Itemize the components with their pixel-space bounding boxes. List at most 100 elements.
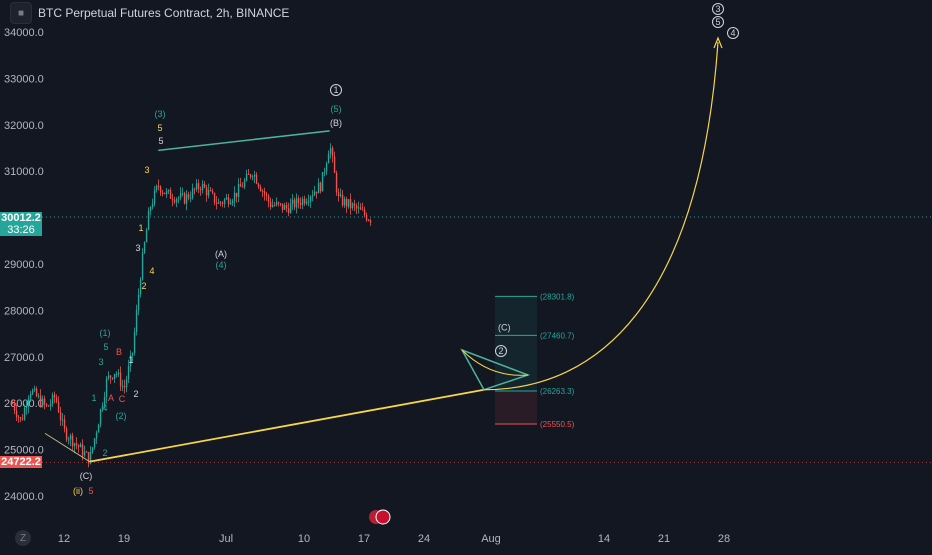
candle-body	[227, 197, 230, 205]
candle-body	[311, 195, 314, 197]
candle-body	[369, 220, 372, 223]
candle-body	[265, 194, 268, 196]
candle-body	[87, 452, 90, 464]
time-label: 17	[358, 533, 370, 545]
candle-body	[309, 196, 312, 202]
candle-body	[51, 394, 54, 404]
time-label: 21	[658, 533, 670, 545]
candle-body	[137, 294, 140, 311]
candle-body	[177, 197, 180, 199]
candle-body	[367, 220, 370, 222]
low-price-tag: 24722.2	[0, 456, 42, 468]
candle-body	[357, 207, 360, 209]
candle-body	[241, 186, 244, 188]
candle-body	[83, 451, 86, 456]
price-label: 24000.0	[4, 491, 44, 503]
candle-body	[351, 203, 354, 208]
candle-body	[13, 403, 16, 411]
candle-body	[233, 192, 236, 201]
time-label: 14	[598, 533, 610, 545]
candle-body	[23, 408, 26, 420]
candle-body	[107, 375, 110, 379]
wave-label-circ_four: 4	[730, 28, 735, 38]
candle-body	[299, 203, 302, 205]
candle-body	[173, 200, 176, 203]
candle-body	[259, 186, 262, 192]
candle-body	[183, 193, 186, 204]
candle-body	[109, 375, 112, 378]
candle-body	[185, 194, 188, 204]
candle-body	[211, 190, 214, 193]
candle-body	[203, 183, 206, 188]
candle-body	[343, 198, 346, 206]
candle-body	[257, 183, 260, 187]
candle-body	[175, 198, 178, 203]
symbol-icon[interactable]: ■	[10, 2, 32, 24]
wave-label-circ_two: 2	[498, 346, 503, 356]
candle-body	[113, 374, 116, 379]
wave-label-a_red: A	[108, 393, 114, 403]
candle-body	[47, 405, 50, 407]
candle-body	[141, 252, 144, 280]
candle-body	[197, 183, 200, 190]
candle-body	[41, 398, 44, 407]
candle-body	[75, 443, 78, 446]
candle-body	[349, 199, 352, 208]
candle-body	[189, 197, 192, 199]
candle-body	[53, 394, 56, 398]
wave-label-one_y: 1	[138, 223, 143, 233]
candle-body	[71, 435, 74, 447]
candle-body	[193, 188, 196, 190]
candle-body	[365, 214, 368, 221]
circle-circ_one	[330, 84, 342, 96]
candle-body	[77, 445, 80, 448]
candle-body	[247, 173, 250, 175]
target-zone-red	[495, 390, 537, 425]
candle-body	[73, 443, 76, 447]
candle-body	[171, 198, 174, 201]
wave-label-three_g: 3	[98, 357, 103, 367]
price-label: 34000.0	[4, 27, 44, 39]
candle-body	[39, 395, 42, 407]
wave-label-five_paren: (5)	[331, 104, 342, 114]
candle-body	[131, 352, 134, 355]
candle-body	[329, 148, 332, 154]
candle-body	[275, 202, 278, 206]
candle-body	[25, 406, 28, 409]
candle-body	[305, 201, 308, 204]
candle-body	[221, 202, 224, 204]
candle-body	[159, 186, 162, 193]
candle-body	[231, 200, 234, 204]
target-label: (25550.5)	[540, 420, 575, 429]
candle-body	[335, 172, 338, 193]
candle-body	[103, 397, 106, 406]
zoom-button[interactable]: Z	[15, 530, 31, 546]
candle-body	[147, 210, 150, 231]
candle-body	[79, 444, 82, 448]
time-label: 24	[418, 533, 430, 545]
candle-body	[207, 190, 210, 196]
candle-body	[341, 194, 344, 206]
wave-label-one_w: 1	[128, 355, 133, 365]
candle-body	[167, 190, 170, 192]
wave-label-b_paren: (B)	[330, 118, 342, 128]
time-label: Aug	[481, 533, 501, 545]
candle-body	[319, 182, 322, 192]
candle-body	[345, 198, 348, 207]
candle-body	[229, 203, 232, 205]
wave-label-a_paren: (A)	[215, 249, 227, 259]
candle-body	[205, 187, 208, 196]
candle-body	[255, 174, 258, 184]
price-label: 32000.0	[4, 120, 44, 132]
countdown: 33:26	[7, 224, 35, 236]
candle-body	[209, 190, 212, 192]
candle-body	[313, 191, 316, 196]
current-price-value: 30012.2	[1, 212, 41, 224]
circle-circ_four	[727, 27, 739, 39]
candle-body	[269, 201, 272, 207]
candle-body	[59, 412, 62, 420]
candle-body	[57, 401, 60, 413]
candle-body	[149, 207, 152, 211]
